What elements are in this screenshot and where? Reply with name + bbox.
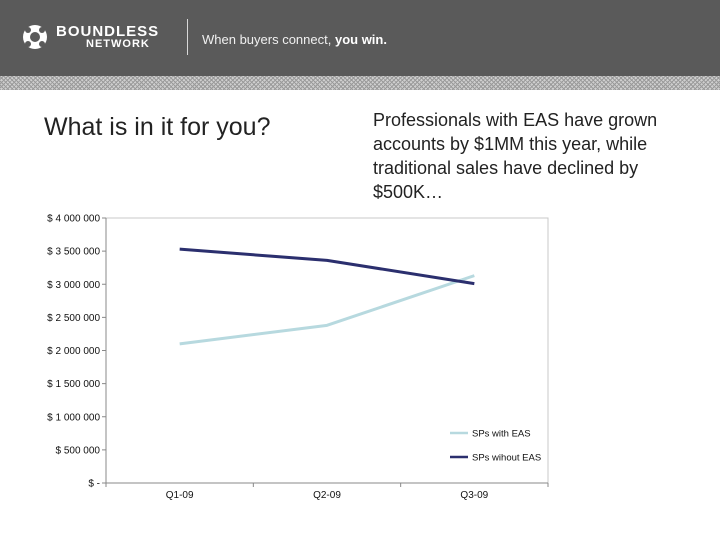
y-tick-label: $ 2 500 000: [47, 313, 100, 324]
line-chart: $ - $ 500 000 $ 1 000 000 $ 1 500 000 $ 2 00…: [47, 214, 549, 501]
legend-label: SPs with EAS: [472, 429, 531, 440]
slide-title: What is in it for you?: [44, 113, 271, 141]
x-tick-label: Q1-09: [166, 490, 194, 501]
brand-name: BOUNDLESS: [56, 23, 160, 40]
y-tick-label: $ 1 000 000: [47, 412, 100, 423]
legend-label: SPs wihout EAS: [472, 453, 541, 464]
series-line-2: [179, 247, 475, 286]
y-tick-label: $ -: [88, 479, 100, 490]
y-tick-label: $ 3 500 000: [47, 247, 100, 258]
series-line-1: [179, 274, 475, 346]
plot-area: [105, 217, 549, 484]
brand-subname: NETWORK: [86, 38, 150, 50]
header-stripe: [0, 76, 720, 90]
header-divider: [187, 19, 188, 55]
y-tick-label: $ 4 000 000: [47, 214, 100, 225]
tagline-text: When buyers connect,: [202, 32, 335, 47]
header-bar: BOUNDLESS NETWORK When buyers connect, y…: [0, 0, 720, 76]
boundless-globe-icon: [23, 25, 47, 49]
x-tick-label: Q2-09: [313, 490, 341, 501]
tagline-emphasis: you win.: [334, 32, 387, 47]
tagline: When buyers connect, you win.: [202, 32, 387, 47]
slide-subtitle: Professionals with EAS have grown accoun…: [373, 110, 658, 202]
y-tick-label: $ 1 500 000: [47, 379, 100, 390]
y-tick-label: $ 2 000 000: [47, 346, 100, 357]
x-tick-label: Q3-09: [460, 490, 488, 501]
y-tick-label: $ 3 000 000: [47, 280, 100, 291]
y-tick-label: $ 500 000: [56, 445, 101, 456]
